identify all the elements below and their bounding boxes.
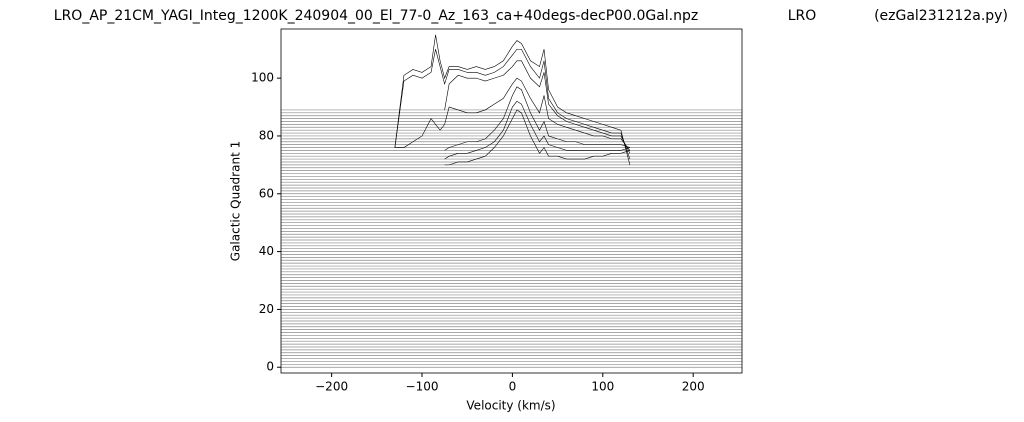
x-axis-label: Velocity (km/s): [466, 399, 555, 413]
y-tick-label: 20: [259, 302, 274, 316]
y-tick-label: 80: [259, 128, 274, 142]
spectrum-line: [394, 77, 631, 151]
y-axis-label: Galactic Quadrant 1: [229, 141, 243, 261]
spectrum-line: [444, 86, 631, 151]
plot-frame: [280, 28, 743, 374]
y-tick-label: 40: [259, 244, 274, 258]
x-tick-label: −200: [315, 380, 348, 394]
chart-title: LRO_AP_21CM_YAGI_Integ_1200K_240904_00_E…: [54, 8, 698, 24]
x-tick-label: −100: [406, 380, 439, 394]
x-tick-label: 0: [509, 380, 517, 394]
spectrum-line: [444, 60, 631, 154]
spectrum-line: [444, 100, 631, 160]
y-tick-label: 0: [266, 360, 274, 374]
chart-title: LRO: [788, 8, 817, 24]
spectrum-line: [444, 109, 631, 166]
y-tick-label: 100: [251, 71, 274, 85]
y-tick-label: 60: [259, 186, 274, 200]
x-tick-label: 200: [682, 380, 705, 394]
x-tick-label: 100: [591, 380, 614, 394]
spectrum-line: [394, 48, 631, 160]
chart-title: (ezGal231212a.py): [874, 8, 1008, 24]
spectrum-line: [394, 34, 631, 165]
